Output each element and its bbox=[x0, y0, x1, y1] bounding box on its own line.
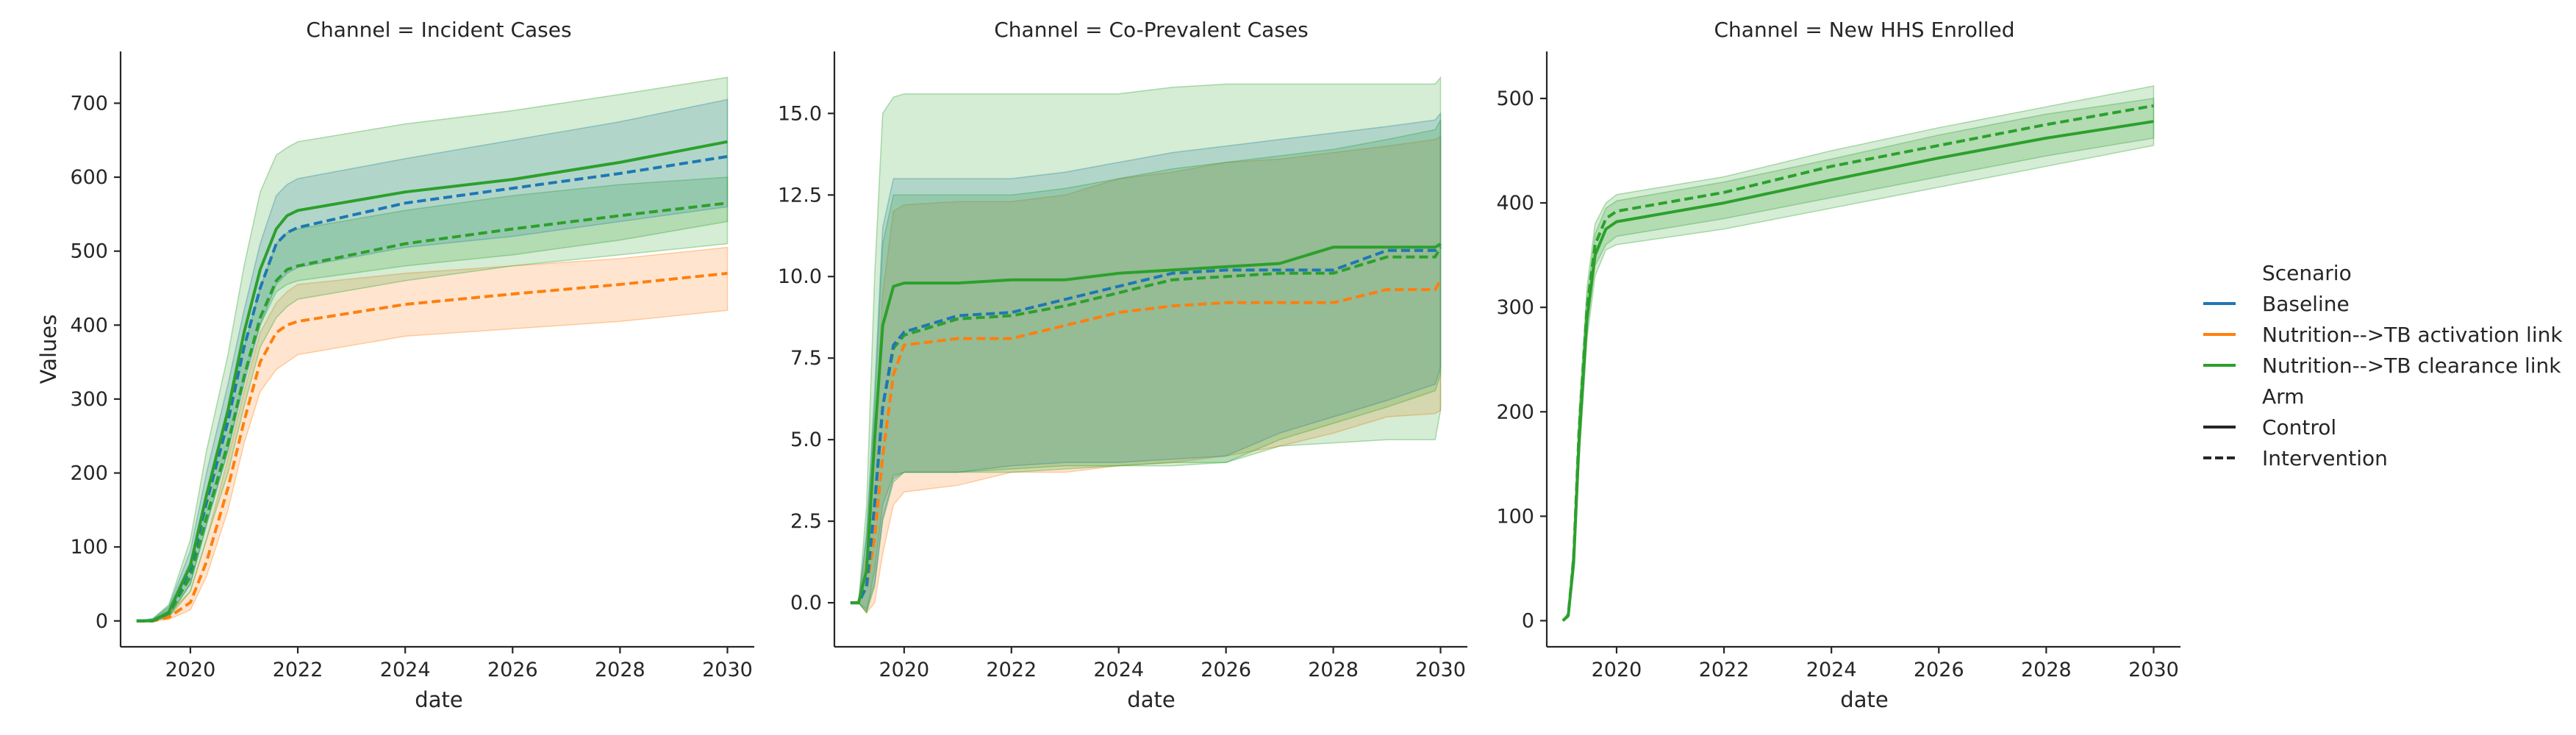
y-tick-label: 12.5 bbox=[778, 184, 822, 207]
legend-item-baseline: Baseline bbox=[2203, 292, 2350, 316]
x-tick-label: 2020 bbox=[879, 659, 929, 681]
legend-item-intervention: Intervention bbox=[2203, 446, 2388, 470]
x-tick-label: 2022 bbox=[273, 659, 323, 681]
legend-label: Nutrition-->TB activation link bbox=[2262, 323, 2563, 347]
series-line-nutrition-tb-activation-link-intervention bbox=[850, 279, 1442, 605]
x-tick-label: 2024 bbox=[380, 659, 431, 681]
legend-label: Baseline bbox=[2262, 292, 2350, 316]
x-tick-label: 2030 bbox=[1415, 659, 1466, 681]
y-tick-label: 200 bbox=[70, 462, 108, 485]
legend-scenario-title: Scenario bbox=[2262, 261, 2352, 285]
ci-band-nutrition-tb-clearance-link-control bbox=[136, 76, 729, 622]
series-line-baseline-intervention bbox=[136, 154, 728, 623]
series-line-nutrition-tb-clearance-link-intervention bbox=[1561, 104, 2154, 622]
y-tick-label: 10.0 bbox=[778, 265, 822, 288]
series-line-baseline-intervention bbox=[850, 243, 1442, 605]
y-tick-label: 400 bbox=[70, 314, 108, 337]
x-tick-label: 2020 bbox=[165, 659, 216, 681]
panel-incident-cases: Channel = Incident Cases Values date 202… bbox=[36, 18, 754, 712]
panel-co-prevalent-cases: Channel = Co-Prevalent Cases date 2020 20… bbox=[778, 18, 1467, 712]
ci-band-nutrition-tb-clearance-link-control bbox=[1562, 98, 2155, 622]
panel-title: Channel = Incident Cases bbox=[306, 18, 571, 42]
x-tick-label: 2028 bbox=[1308, 659, 1359, 681]
y-tick-label: 500 bbox=[70, 240, 108, 263]
panel-new-hhs-enrolled: Channel = New HHS Enrolled date 2020 2022… bbox=[1496, 18, 2180, 712]
y-tick-label: 7.5 bbox=[790, 347, 822, 370]
x-tick-label: 2026 bbox=[1201, 659, 1251, 681]
y-tick-label: 100 bbox=[1496, 505, 1534, 528]
legend: Scenario Baseline Nutrition-->TB activat… bbox=[2203, 261, 2563, 470]
legend-arm-title: Arm bbox=[2262, 384, 2304, 409]
ci-band-baseline-intervention bbox=[850, 112, 1442, 611]
y-tick-label: 200 bbox=[1496, 401, 1534, 423]
y-tick-label: 0.0 bbox=[790, 592, 822, 614]
plot-area bbox=[136, 76, 729, 623]
y-tick-label: 300 bbox=[1496, 296, 1534, 319]
y-tick-label: 400 bbox=[1496, 192, 1534, 215]
plot-area bbox=[1561, 85, 2155, 622]
x-axis-label: date bbox=[415, 687, 462, 712]
ci-band-baseline-intervention bbox=[136, 98, 729, 622]
ci-band-nutrition-tb-clearance-link-control bbox=[850, 76, 1442, 614]
x-axis-label: date bbox=[1840, 687, 1888, 712]
y-tick-label: 500 bbox=[1496, 87, 1534, 110]
panel-title: Channel = Co-Prevalent Cases bbox=[994, 18, 1309, 42]
x-tick-label: 2030 bbox=[702, 659, 753, 681]
x-tick-label: 2022 bbox=[986, 659, 1037, 681]
legend-label: Nutrition-->TB clearance link bbox=[2262, 354, 2561, 378]
legend-item-activation-link: Nutrition-->TB activation link bbox=[2203, 323, 2563, 347]
x-tick-label: 2026 bbox=[1914, 659, 1964, 681]
series-line-nutrition-tb-clearance-link-control bbox=[136, 140, 728, 623]
x-tick-label: 2028 bbox=[595, 659, 645, 681]
x-tick-label: 2024 bbox=[1093, 659, 1144, 681]
legend-item-clearance-link: Nutrition-->TB clearance link bbox=[2203, 354, 2561, 378]
y-tick-label: 100 bbox=[70, 536, 108, 559]
x-tick-label: 2026 bbox=[487, 659, 538, 681]
x-tick-label: 2030 bbox=[2128, 659, 2179, 681]
ci-band-nutrition-tb-activation-link-intervention bbox=[136, 246, 729, 622]
y-tick-label: 15.0 bbox=[778, 102, 822, 125]
y-tick-label: 600 bbox=[70, 166, 108, 189]
x-axis-label: date bbox=[1127, 687, 1175, 712]
y-axis-label: Values bbox=[36, 315, 61, 384]
y-tick-label: 0 bbox=[1522, 609, 1534, 632]
legend-item-control: Control bbox=[2203, 415, 2336, 440]
y-tick-label: 700 bbox=[70, 92, 108, 115]
panel-title: Channel = New HHS Enrolled bbox=[1714, 18, 2015, 42]
y-tick-label: 0 bbox=[96, 610, 108, 633]
ci-band-nutrition-tb-activation-link-intervention bbox=[850, 135, 1442, 614]
plot-area bbox=[850, 76, 1442, 614]
x-tick-label: 2024 bbox=[1806, 659, 1857, 681]
series-line-nutrition-tb-clearance-link-intervention bbox=[136, 201, 728, 623]
series-line-nutrition-tb-clearance-link-control bbox=[1561, 120, 2154, 622]
legend-label: Control bbox=[2262, 415, 2336, 440]
x-tick-label: 2022 bbox=[1699, 659, 1750, 681]
y-tick-label: 5.0 bbox=[790, 429, 822, 451]
y-tick-label: 2.5 bbox=[790, 510, 822, 533]
y-tick-label: 300 bbox=[70, 388, 108, 411]
x-tick-label: 2020 bbox=[1592, 659, 1642, 681]
series-line-nutrition-tb-activation-link-intervention bbox=[136, 271, 728, 623]
series-line-nutrition-tb-clearance-link-control bbox=[850, 243, 1442, 605]
legend-label: Intervention bbox=[2262, 446, 2388, 470]
x-tick-label: 2028 bbox=[2021, 659, 2072, 681]
